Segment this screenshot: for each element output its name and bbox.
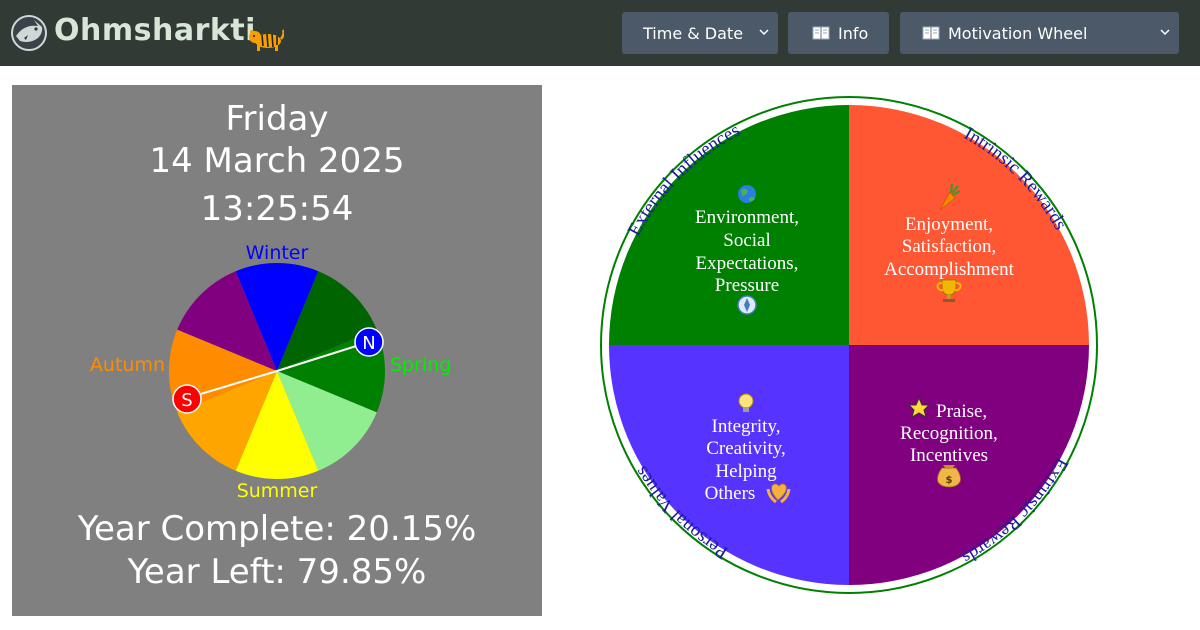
season-pie-chart: N S Winter Spring Summer Autumn — [90, 242, 451, 502]
globe-icon — [738, 185, 756, 203]
top-bar: Ohmsharkti Time & Date Info Motivation W… — [0, 0, 1200, 66]
extrinsic-rewards-text: Praise, Recognition, Incentives — [900, 401, 998, 466]
heart-hands-icon — [766, 483, 791, 504]
summer-slice — [177, 371, 277, 471]
needle-north — [276, 341, 370, 372]
external-influences-text: Environment, Social Expectations, Pressu… — [695, 207, 799, 296]
text-line: Enjoyment, — [905, 214, 993, 235]
north-marker — [354, 327, 384, 357]
info-label: Info — [838, 23, 869, 43]
text-line: Recognition, — [900, 423, 998, 444]
app-title[interactable]: Ohmsharkti — [54, 13, 256, 48]
lightbulb-icon — [738, 393, 754, 412]
star-icon — [907, 396, 931, 419]
south-marker-label: S — [181, 390, 192, 411]
text-line: Satisfaction, — [902, 236, 996, 257]
carrot-icon — [939, 183, 961, 211]
wheel-outer-ring — [600, 96, 1098, 594]
book-icon — [812, 26, 830, 40]
svg-text:$: $ — [946, 475, 953, 486]
text-line: Social — [723, 230, 771, 251]
chevron-down-icon — [1160, 29, 1170, 36]
clock-panel: Friday 14 March 2025 13:25:54 N S Winter… — [12, 85, 542, 616]
time-date-dropdown[interactable]: Time & Date — [622, 12, 778, 54]
tiger-icon — [249, 29, 284, 51]
north-marker-label: N — [362, 333, 375, 354]
spring-slice — [277, 371, 377, 471]
text-line: Environment, — [695, 207, 799, 228]
motivation-wheel-dropdown[interactable]: Motivation Wheel — [900, 12, 1179, 54]
year-left: Year Left: 79.85% — [127, 552, 427, 592]
autumn-label: Autumn — [90, 354, 165, 376]
text-line: Creativity, — [706, 438, 786, 459]
autumn-slice — [177, 271, 277, 371]
winter-label: Winter — [246, 242, 309, 264]
text-line: Pressure — [715, 275, 779, 296]
text-line: Integrity, — [712, 416, 781, 437]
current-time: 13:25:54 — [200, 189, 354, 229]
chevron-down-icon — [759, 29, 769, 36]
book-icon — [922, 26, 940, 40]
text-line: Praise, — [936, 401, 987, 422]
day-of-week: Friday — [225, 99, 329, 139]
time-date-label: Time & Date — [643, 23, 744, 43]
year-complete: Year Complete: 20.15% — [77, 509, 477, 549]
text-line: Helping — [715, 461, 777, 482]
info-button[interactable]: Info — [788, 12, 889, 54]
spring-label: Spring — [390, 354, 451, 376]
winter-slice — [277, 271, 377, 371]
personal-values-text: Integrity, Creativity, Helping Others — [705, 416, 786, 504]
winter-slice — [235, 263, 319, 371]
money-bag-icon: $ — [937, 465, 961, 488]
current-date: 14 March 2025 — [149, 141, 405, 181]
motivation-wheel-label: Motivation Wheel — [948, 23, 1088, 43]
summer-slice — [235, 371, 319, 479]
text-line: Incentives — [910, 445, 988, 466]
compass-icon — [737, 295, 757, 315]
south-marker — [172, 384, 202, 414]
shark-logo-icon[interactable] — [10, 14, 48, 52]
text-line: Others — [705, 483, 756, 504]
text-line: Accomplishment — [884, 259, 1015, 280]
text-line: Expectations, — [696, 253, 799, 274]
intrinsic-rewards-text: Enjoyment, Satisfaction, Accomplishment — [884, 214, 1015, 280]
summer-label: Summer — [237, 480, 318, 502]
motivation-wheel: External Influences Intrinsic Rewards Pe… — [600, 96, 1098, 594]
trophy-icon — [936, 279, 962, 302]
